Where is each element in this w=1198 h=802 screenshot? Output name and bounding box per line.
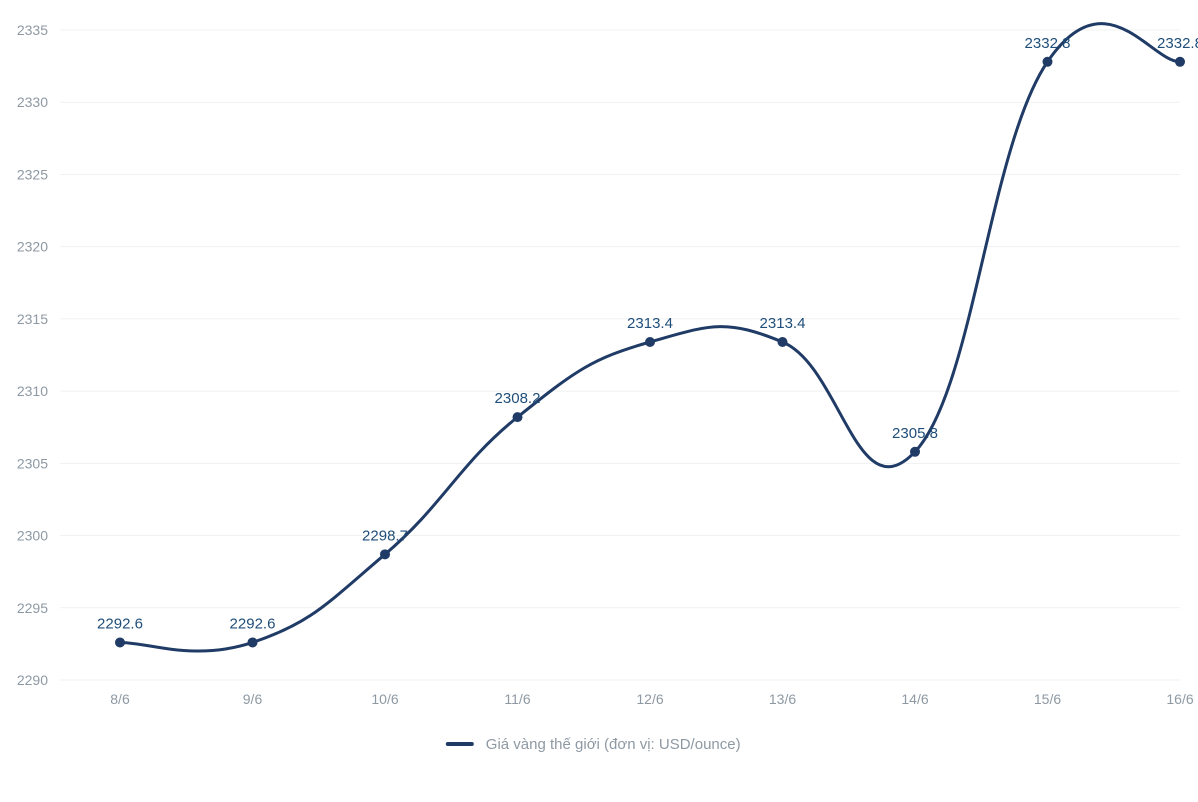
data-point: [115, 637, 125, 647]
y-tick-label: 2290: [17, 672, 48, 688]
gold-price-chart: 2290 2295 2300 2305 2310 2315 2320 2325 2330 2335…: [0, 0, 1198, 802]
data-point: [513, 412, 523, 422]
x-tick-label: 12/6: [636, 691, 663, 707]
data-point-label: 2332.8: [1157, 35, 1198, 52]
y-tick-label: 2310: [17, 383, 48, 399]
x-tick-label: 15/6: [1034, 691, 1061, 707]
y-tick-label: 2315: [17, 311, 48, 327]
data-point-label: 2308.2: [495, 390, 541, 407]
data-point: [778, 337, 788, 347]
legend-swatch: [446, 742, 474, 746]
y-tick-label: 2325: [17, 166, 48, 182]
y-tick-label: 2305: [17, 455, 48, 471]
x-tick-label: 10/6: [371, 691, 398, 707]
data-point: [380, 549, 390, 559]
legend-label: Giá vàng thế giới (đơn vị: USD/ounce): [486, 736, 741, 753]
y-tick-label: 2330: [17, 94, 48, 110]
data-point-label: 2298.7: [362, 527, 408, 544]
data-point-label: 2313.4: [627, 315, 673, 332]
data-point-label: 2292.6: [97, 615, 143, 632]
x-tick-label: 13/6: [769, 691, 796, 707]
x-tick-label: 14/6: [901, 691, 928, 707]
x-tick-label: 8/6: [110, 691, 130, 707]
data-point-label: 2332.8: [1025, 35, 1071, 52]
y-tick-label: 2320: [17, 239, 48, 255]
x-tick-label: 9/6: [243, 691, 263, 707]
data-point: [248, 637, 258, 647]
chart-legend: Giá vàng thế giới (đơn vị: USD/ounce): [446, 736, 741, 753]
x-tick-label: 11/6: [504, 691, 530, 707]
data-point: [1175, 57, 1185, 67]
data-point-label: 2313.4: [760, 315, 806, 332]
y-tick-label: 2295: [17, 600, 48, 616]
data-point: [910, 447, 920, 457]
x-tick-label: 16/6: [1166, 691, 1193, 707]
y-tick-label: 2335: [17, 22, 48, 38]
data-point-label: 2305.8: [892, 425, 938, 442]
data-point: [645, 337, 655, 347]
data-point-label: 2292.6: [230, 615, 276, 632]
y-tick-label: 2300: [17, 528, 48, 544]
data-point: [1043, 57, 1053, 67]
